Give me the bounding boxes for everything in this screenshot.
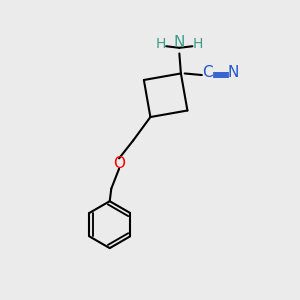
Text: O: O (113, 155, 125, 170)
Text: N: N (174, 35, 185, 50)
Text: H: H (193, 37, 203, 51)
Text: H: H (155, 37, 166, 51)
Text: N: N (228, 65, 239, 80)
Text: C: C (202, 65, 213, 80)
